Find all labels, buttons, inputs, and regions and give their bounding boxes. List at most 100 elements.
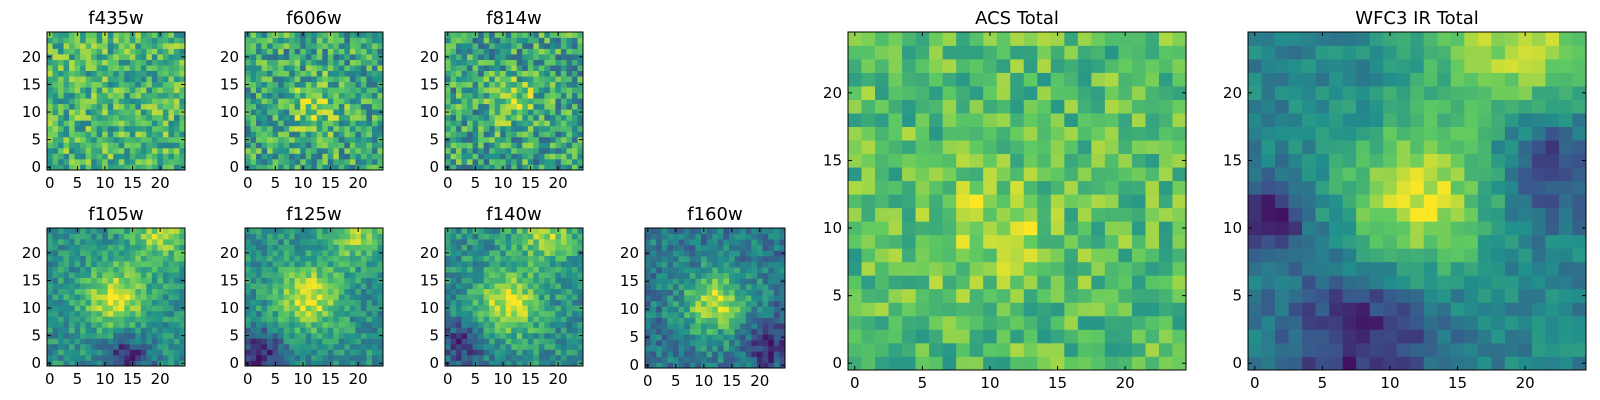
heatmap-cell	[168, 239, 175, 245]
heatmap-cell	[875, 194, 889, 209]
heatmap-cell	[717, 289, 724, 296]
heatmap-cell	[113, 277, 120, 284]
heatmap-cell	[333, 142, 340, 149]
heatmap-cell	[69, 233, 75, 240]
heatmap-cell	[107, 70, 114, 77]
heatmap-cell	[278, 332, 284, 339]
heatmap-cell	[533, 294, 540, 301]
heatmap-cell	[555, 81, 562, 88]
heatmap-cell	[146, 153, 153, 160]
heatmap-cell	[179, 239, 186, 245]
heatmap-cell	[96, 109, 103, 116]
heatmap-cell	[344, 37, 351, 44]
heatmap-cell	[522, 43, 529, 49]
heatmap-cell	[157, 349, 164, 356]
heatmap-cell	[566, 120, 573, 127]
heatmap-cell	[140, 305, 147, 312]
heatmap-cell	[58, 343, 64, 350]
heatmap-cell	[701, 306, 707, 313]
heatmap-cell	[333, 261, 340, 267]
heatmap-cell	[456, 136, 462, 143]
heatmap-cell	[494, 125, 501, 132]
heatmap-cell	[745, 228, 752, 234]
heatmap-cell	[555, 283, 562, 290]
heatmap-cell	[305, 70, 312, 77]
heatmap-cell	[516, 310, 523, 317]
heatmap-cell	[113, 305, 120, 312]
heatmap-cell	[661, 256, 668, 262]
heatmap-cell	[706, 345, 713, 352]
heatmap-cell	[956, 248, 971, 263]
panel-title: f814w	[486, 8, 541, 29]
heatmap-cell	[544, 109, 551, 116]
heatmap-cell	[773, 362, 780, 369]
heatmap-cell	[333, 125, 340, 132]
heatmap-cell	[450, 250, 457, 256]
heatmap-cell	[1118, 288, 1133, 303]
heatmap-cell	[478, 272, 484, 279]
heatmap-cell	[333, 299, 340, 306]
heatmap-cell	[571, 125, 578, 132]
heatmap-cell	[140, 310, 147, 317]
heatmap-cell	[522, 233, 529, 240]
heatmap-cell	[555, 98, 562, 105]
heatmap-cell	[294, 354, 301, 361]
heatmap-cell	[511, 125, 518, 132]
heatmap-cell	[80, 142, 86, 149]
heatmap-cell	[577, 147, 584, 154]
heatmap-cell	[377, 131, 384, 138]
heatmap-cell	[96, 261, 103, 267]
heatmap-cell	[256, 147, 262, 154]
heatmap-cell	[140, 65, 147, 71]
heatmap-cell	[129, 343, 136, 350]
heatmap-cell	[483, 255, 490, 262]
heatmap-cell	[47, 294, 53, 301]
heatmap-cell	[91, 327, 98, 334]
heatmap-cell	[261, 59, 268, 66]
heatmap-cell	[294, 305, 301, 312]
heatmap-cell	[338, 299, 345, 306]
heatmap-cell	[915, 153, 930, 168]
heatmap-cell	[983, 207, 998, 222]
heatmap-cell	[566, 48, 573, 55]
heatmap-cell	[250, 299, 257, 306]
heatmap-cell	[571, 76, 578, 83]
y-tick-label: 0	[31, 158, 41, 176]
heatmap-cell	[360, 255, 367, 262]
heatmap-cell	[289, 120, 296, 127]
heatmap-cell	[118, 87, 125, 94]
heatmap-cell	[250, 158, 257, 165]
heatmap-cell	[533, 103, 540, 110]
heatmap-cell	[267, 32, 273, 38]
heatmap-cell	[494, 283, 501, 290]
heatmap-cell	[751, 250, 758, 257]
heatmap-cell	[483, 131, 490, 138]
heatmap-cell	[650, 340, 657, 346]
heatmap-cell	[478, 48, 484, 55]
heatmap-cell	[272, 70, 279, 77]
heatmap-cell	[151, 266, 158, 273]
heatmap-cell	[456, 54, 462, 60]
heatmap-cell	[371, 283, 378, 290]
heatmap-cell	[102, 327, 109, 334]
heatmap-cell	[560, 343, 567, 350]
heatmap-cell	[729, 334, 735, 341]
heatmap-cell	[283, 277, 290, 284]
heatmap-cell	[762, 300, 769, 307]
heatmap-cell	[124, 338, 131, 345]
heatmap-cell	[516, 109, 523, 116]
heatmap-cell	[461, 98, 468, 105]
heatmap-cell	[467, 244, 473, 251]
heatmap-cell	[140, 250, 147, 256]
heatmap-cell	[577, 37, 584, 44]
heatmap-cell	[571, 332, 578, 339]
heatmap-cell	[102, 87, 109, 94]
heatmap-cell	[311, 37, 318, 44]
heatmap-cell	[96, 164, 103, 171]
heatmap-cell	[157, 92, 164, 99]
heatmap-cell	[445, 114, 451, 121]
heatmap-cell	[305, 48, 312, 55]
heatmap-cell	[250, 360, 257, 367]
heatmap-cell	[489, 158, 496, 165]
heatmap-cell	[85, 32, 92, 38]
